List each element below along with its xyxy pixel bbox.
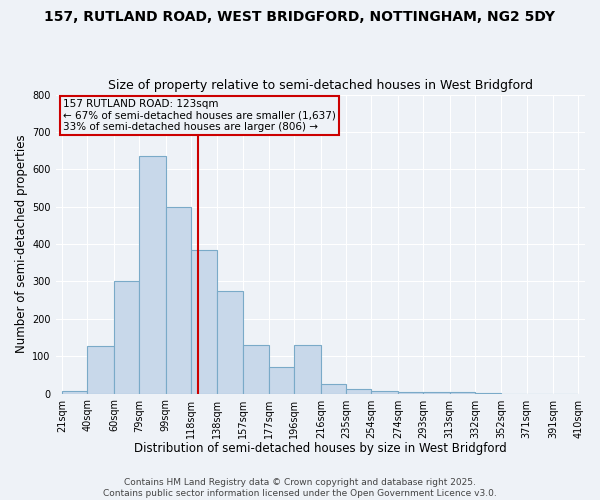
Bar — [346, 389, 371, 394]
Bar — [269, 368, 295, 394]
Bar — [166, 206, 191, 394]
Bar — [398, 392, 423, 394]
Bar — [88, 346, 114, 394]
Title: Size of property relative to semi-detached houses in West Bridgford: Size of property relative to semi-detach… — [108, 79, 533, 92]
Bar — [139, 156, 166, 394]
Text: 157 RUTLAND ROAD: 123sqm
← 67% of semi-detached houses are smaller (1,637)
33% o: 157 RUTLAND ROAD: 123sqm ← 67% of semi-d… — [64, 99, 337, 132]
Bar — [449, 392, 475, 394]
Bar — [295, 345, 321, 394]
Bar — [423, 392, 449, 394]
Bar — [242, 345, 269, 394]
Bar — [62, 390, 88, 394]
Bar — [217, 291, 242, 394]
Bar — [321, 384, 346, 394]
Text: Contains HM Land Registry data © Crown copyright and database right 2025.
Contai: Contains HM Land Registry data © Crown c… — [103, 478, 497, 498]
Bar — [191, 250, 217, 394]
Y-axis label: Number of semi-detached properties: Number of semi-detached properties — [15, 135, 28, 354]
Text: 157, RUTLAND ROAD, WEST BRIDGFORD, NOTTINGHAM, NG2 5DY: 157, RUTLAND ROAD, WEST BRIDGFORD, NOTTI… — [44, 10, 556, 24]
X-axis label: Distribution of semi-detached houses by size in West Bridgford: Distribution of semi-detached houses by … — [134, 442, 506, 455]
Bar — [114, 282, 139, 394]
Bar — [371, 390, 398, 394]
